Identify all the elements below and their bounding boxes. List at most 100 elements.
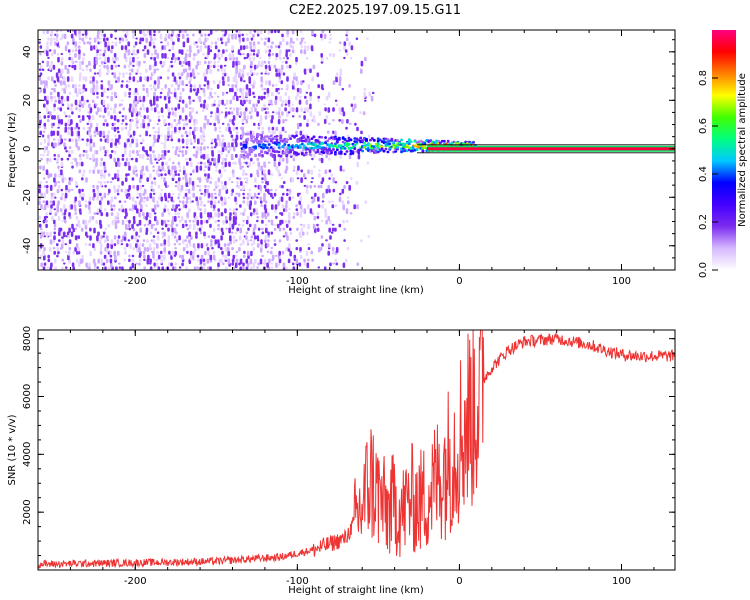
spectrogram-cell [217, 37, 220, 41]
spectrogram-cell [239, 111, 243, 117]
spectrogram-cell [171, 250, 175, 257]
spectrogram-cell [72, 37, 75, 42]
spectrogram-cell [95, 161, 98, 167]
spectrogram-cell [117, 161, 121, 168]
spectrogram-cell [104, 41, 107, 48]
spectrogram-cell [129, 266, 132, 270]
spectrogram-cell [124, 223, 128, 230]
spectrogram-cell [277, 30, 280, 34]
x-tick-label: 0 [456, 576, 462, 587]
spectrogram-cell [319, 247, 323, 251]
spectrogram-cell [75, 122, 79, 128]
spectrogram-cell [355, 37, 359, 41]
spectrogram-cell [57, 119, 61, 124]
spectrogram-cell [71, 64, 74, 69]
spectrogram-cell [217, 153, 221, 160]
spectrogram-cell [110, 138, 114, 143]
spectrogram-cell [52, 192, 56, 198]
spectrogram-cell [180, 184, 184, 191]
spectrogram-cell [118, 37, 122, 41]
spectrogram-cell [81, 254, 84, 259]
spectrogram-cell [202, 153, 206, 160]
spectrogram-cell [378, 138, 382, 142]
spectrogram-cell [224, 30, 228, 35]
spectrogram-cell [45, 212, 48, 216]
spectrogram-cell [109, 250, 112, 254]
spectrogram-cell [244, 151, 248, 154]
spectrogram-cell [157, 254, 161, 260]
spectrogram-cell [98, 53, 102, 57]
spectrogram-cell [100, 169, 103, 176]
spectrogram-cell [113, 134, 117, 138]
spectrogram-cell [220, 53, 224, 58]
spectrogram-cell [184, 130, 188, 135]
spectrogram-cell [207, 173, 210, 179]
spectrogram-cell [189, 138, 192, 143]
spectrogram-cell [136, 223, 139, 227]
spectrogram-cell [252, 212, 256, 215]
spectrogram-cell [229, 212, 232, 217]
spectrogram-cell [89, 138, 93, 144]
spectrogram-cell [148, 119, 152, 123]
spectrogram-cell [242, 140, 246, 144]
spectrogram-cell [277, 254, 281, 260]
spectrogram-cell [263, 192, 266, 198]
spectrogram-cell [265, 80, 268, 86]
spectrogram-cell [192, 99, 195, 102]
spectrogram-cell [50, 99, 54, 102]
chart-title: C2E2.2025.197.09.15.G11 [288, 3, 462, 18]
spectrogram-cell [78, 169, 82, 174]
spectrogram-cell [275, 53, 279, 58]
spectrogram-cell [232, 115, 236, 121]
spectrogram-cell [116, 192, 120, 196]
spectrogram-cell [142, 250, 146, 255]
spectrogram-cell [324, 208, 327, 214]
spectrogram-cell [82, 169, 86, 174]
spectrogram-cell [55, 72, 59, 79]
spectrogram-cell [250, 250, 253, 257]
spectrogram-cell [252, 161, 255, 165]
spectrogram-cell [57, 142, 61, 146]
spectrogram-cell [111, 41, 114, 44]
spectrogram-cell [288, 192, 292, 196]
spectrogram-cell [250, 115, 253, 120]
spectrogram-cell [97, 41, 100, 45]
spectrogram-cell [143, 53, 147, 58]
spectrogram-cell [229, 107, 232, 110]
spectrogram-cell [325, 95, 329, 101]
spectrogram-cell [167, 219, 170, 223]
spectrogram-cell [60, 119, 63, 125]
spectrogram-cell [110, 239, 114, 245]
spectrogram-cell [184, 150, 188, 155]
spectrogram-cell [81, 60, 84, 65]
spectrogram-cell [77, 219, 80, 226]
spectrogram-cell [100, 84, 104, 90]
spectrogram-cell [196, 219, 200, 226]
spectrogram-cell [68, 247, 72, 251]
spectrogram-cell [240, 135, 244, 139]
spectrogram-cell [127, 239, 131, 242]
spectrogram-cell [127, 192, 131, 197]
spectrogram-cell [174, 262, 178, 266]
spectrogram-cell [363, 91, 366, 98]
spectrogram-cell [299, 146, 302, 149]
spectrogram-cell [224, 146, 228, 151]
spectrogram-cell [213, 122, 216, 127]
spectrogram-cell [278, 80, 281, 83]
spectrogram-cell [199, 208, 202, 211]
spectrogram-cell [120, 45, 124, 51]
spectrogram-cell [97, 231, 100, 237]
spectrogram-cell [97, 169, 100, 174]
spectrogram-cell [334, 99, 338, 102]
spectrogram-cell [307, 258, 310, 262]
carrier-line [427, 147, 675, 151]
spectrogram-cell [291, 196, 295, 199]
spectrogram-cell [166, 41, 170, 47]
spectrogram-cell [143, 258, 146, 262]
spectrogram-cell [142, 239, 146, 242]
spectrogram-cell [252, 239, 256, 245]
spectrogram-cell [74, 212, 77, 215]
spectrogram-cell [234, 219, 237, 225]
spectrogram-cell [146, 30, 150, 34]
spectrogram-cell [239, 45, 243, 51]
